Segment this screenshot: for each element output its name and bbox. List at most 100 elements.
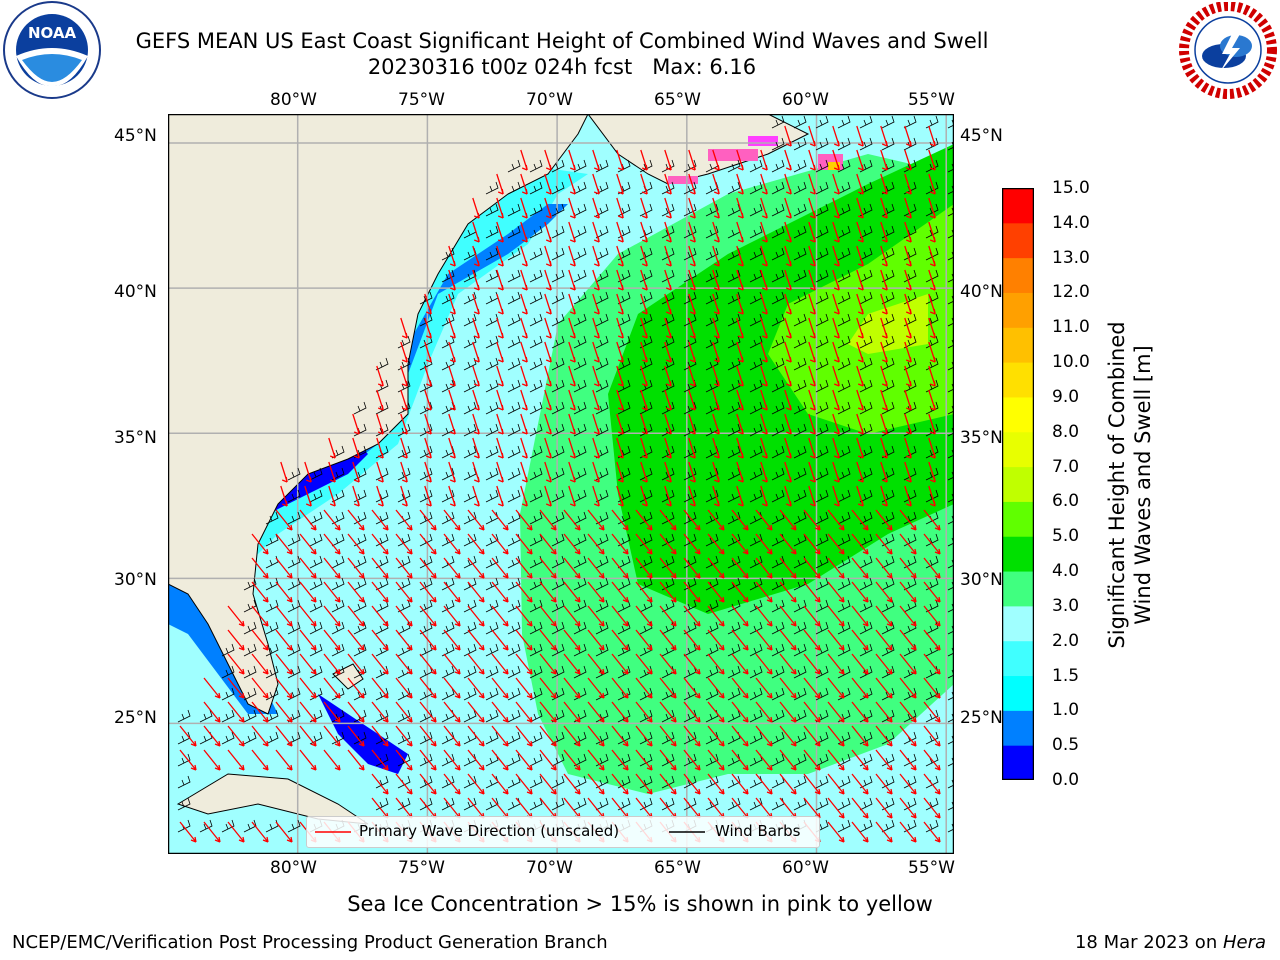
wave-direction-arrow <box>323 701 341 723</box>
wave-direction-arrow <box>515 629 533 651</box>
wave-direction-arrow <box>928 245 936 267</box>
wind-barb <box>793 379 807 393</box>
wind-barb <box>881 643 895 657</box>
colorbar <box>1001 187 1035 781</box>
wind-barb <box>551 555 565 569</box>
wave-direction-arrow <box>875 725 893 747</box>
wave-direction-arrow <box>784 365 792 387</box>
wave-direction-arrow <box>592 269 600 291</box>
wave-direction-arrow <box>928 173 936 195</box>
wind-barb <box>859 115 873 129</box>
wind-barb <box>573 401 587 415</box>
wind-barb <box>683 423 697 437</box>
wind-barb <box>793 687 807 701</box>
wave-direction-arrow <box>856 413 864 435</box>
wind-barb <box>705 489 719 503</box>
wave-direction-arrow <box>491 773 509 795</box>
wave-direction-arrow <box>904 413 912 435</box>
colorbar-tick-label: 0.5 <box>1052 735 1080 756</box>
wind-barb <box>793 445 807 459</box>
wind-barb <box>903 335 917 349</box>
wave-direction-arrow <box>323 605 341 627</box>
wind-barb <box>617 489 631 503</box>
wind-barb <box>441 797 455 811</box>
wave-direction-arrow <box>736 413 744 435</box>
wind-barb <box>771 269 785 283</box>
wave-direction-arrow <box>323 533 341 555</box>
wave-direction-arrow <box>419 509 437 531</box>
wind-barb <box>529 423 543 437</box>
wave-direction-arrow <box>928 317 936 339</box>
wind-barb <box>661 181 675 195</box>
wave-direction-arrow <box>808 245 816 267</box>
wind-barb <box>837 797 851 811</box>
wind-barb <box>573 621 587 635</box>
wave-direction-arrow <box>467 677 485 699</box>
wave-direction-arrow <box>923 797 941 819</box>
wind-barb <box>419 401 433 415</box>
wave-direction-arrow <box>299 533 317 555</box>
wave-direction-arrow <box>616 365 624 387</box>
wind-barb <box>573 445 587 459</box>
wind-barb <box>639 775 653 789</box>
wind-barb <box>309 599 323 613</box>
lon-label-top: 65°W <box>654 90 701 110</box>
wind-barb <box>749 357 763 371</box>
wave-direction-arrow <box>808 413 816 435</box>
wave-direction-arrow <box>496 197 504 219</box>
wind-barb <box>573 555 587 569</box>
wave-direction-arrow <box>376 365 384 387</box>
wave-direction-arrow <box>832 221 840 243</box>
wind-barb <box>507 335 521 349</box>
wind-barb <box>903 313 917 327</box>
wave-direction-arrow <box>443 509 461 531</box>
wave-direction-arrow <box>520 197 528 219</box>
wave-direction-arrow <box>491 509 509 531</box>
wind-barb <box>925 181 939 195</box>
wave-direction-arrow <box>904 149 912 171</box>
wave-direction-arrow <box>467 581 485 603</box>
wind-barb <box>925 731 939 745</box>
wind-barb <box>903 489 917 503</box>
wind-barb <box>441 335 455 349</box>
wind-barb <box>485 335 499 349</box>
wave-direction-arrow <box>664 341 672 363</box>
wave-direction-arrow <box>760 341 768 363</box>
wave-direction-arrow <box>856 341 864 363</box>
wave-direction-arrow <box>520 245 528 267</box>
wave-direction-arrow <box>712 293 720 315</box>
wave-direction-arrow <box>227 629 245 651</box>
wave-direction-arrow <box>544 389 552 411</box>
wave-direction-arrow <box>563 653 581 675</box>
wind-barb <box>331 467 345 481</box>
wave-direction-arrow <box>784 221 792 243</box>
wave-direction-arrow <box>275 677 293 699</box>
wave-direction-arrow <box>731 605 749 627</box>
wave-direction-arrow <box>515 605 533 627</box>
wind-barb <box>529 203 543 217</box>
wind-barb <box>485 379 499 393</box>
wave-direction-arrow <box>803 677 821 699</box>
wind-barb <box>507 247 521 261</box>
wind-barb <box>793 599 807 613</box>
wind-barb <box>595 225 609 239</box>
wind-barb <box>749 445 763 459</box>
wave-direction-arrow <box>539 653 557 675</box>
wave-direction-arrow <box>496 341 504 363</box>
wind-barb <box>727 775 741 789</box>
wave-direction-arrow <box>707 677 725 699</box>
wave-direction-arrow <box>856 173 864 195</box>
wave-direction-arrow <box>467 533 485 555</box>
wind-barb <box>771 731 785 745</box>
wave-direction-arrow <box>779 509 797 531</box>
wind-barb <box>375 423 389 437</box>
wave-direction-arrow <box>472 341 480 363</box>
wind-barb <box>683 401 697 415</box>
wind-barb <box>463 269 477 283</box>
wave-direction-arrow <box>587 509 605 531</box>
wave-direction-arrow <box>520 149 528 171</box>
wind-barb <box>573 599 587 613</box>
wind-barb <box>485 621 499 635</box>
wind-barb <box>815 511 829 525</box>
wind-barb <box>837 423 851 437</box>
